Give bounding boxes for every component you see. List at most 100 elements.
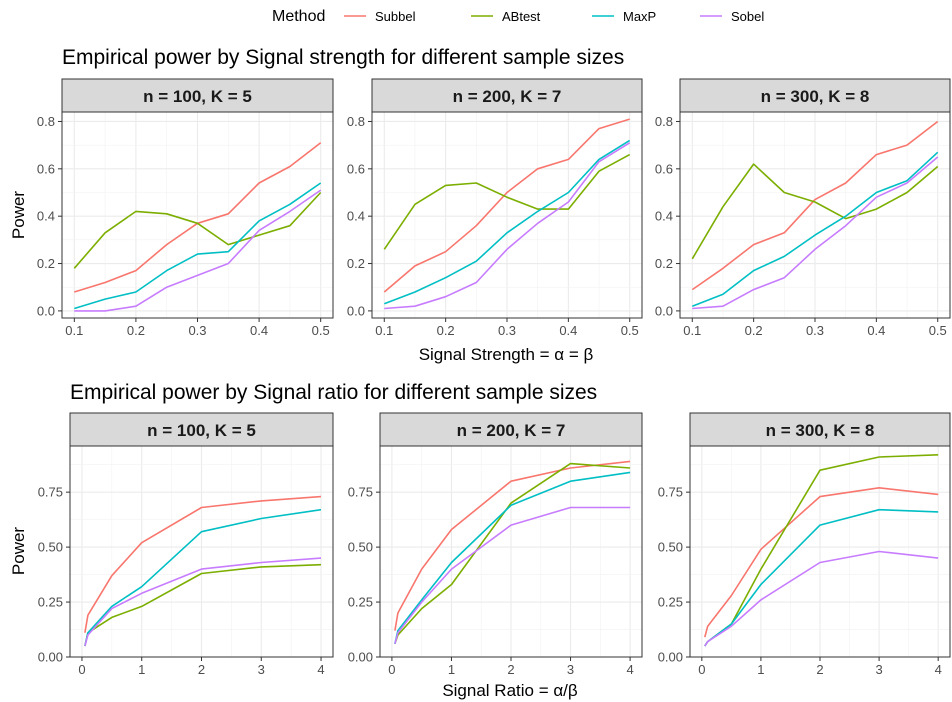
y-tick-label: 0.0 <box>37 303 55 318</box>
facet-label: n = 100, K = 5 <box>143 87 252 106</box>
y-tick-label: 0.2 <box>655 256 673 271</box>
panel-2: n = 200, K = 7 0.1 0.2 0.3 0.4 0.5 0.0 0.2 0.4 0.… <box>347 78 643 338</box>
y-tick-label: 0.4 <box>37 209 55 224</box>
series-line-maxp <box>74 182 322 310</box>
x-tick-label: 0 <box>388 662 395 677</box>
chart-1: Empirical power by Signal strength for d… <box>9 46 951 364</box>
x-tick-label: 2 <box>507 662 514 677</box>
x-axis-title: Signal Ratio = α/β <box>442 681 578 700</box>
x-tick-label: 0.5 <box>312 323 330 338</box>
x-tick-label: 0.2 <box>745 323 763 338</box>
x-tick-label: 4 <box>935 662 942 677</box>
chart-title: Empirical power by Signal ratio for diff… <box>70 381 597 404</box>
y-tick-label: 0.6 <box>37 161 55 176</box>
series-line-abtest <box>704 454 939 647</box>
panel-1: n = 100, K = 5 0.1 0.2 0.3 0.4 0.5 0.0 0.2 0.4 0.… <box>37 78 334 338</box>
x-tick-label: 0.3 <box>188 323 206 338</box>
y-tick-label: 0.00 <box>38 650 63 665</box>
x-tick-label: 0.4 <box>559 323 577 338</box>
y-tick-label: 0.8 <box>37 114 55 129</box>
series-line-maxp <box>84 508 322 647</box>
series-line-sobel <box>692 156 939 310</box>
gridlines <box>372 112 642 318</box>
series-group <box>704 454 939 647</box>
x-tick-label: 0.4 <box>867 323 885 338</box>
facet-strip <box>61 78 334 113</box>
y-tick-label: 0.8 <box>655 114 673 129</box>
x-tick-label: 3 <box>567 662 574 677</box>
gridlines <box>380 446 642 657</box>
legend-label-abtest: ABtest <box>502 9 541 24</box>
y-tick-label: 0.00 <box>658 650 683 665</box>
y-tick-label: 0.50 <box>348 540 373 555</box>
x-tick-label: 0.1 <box>65 323 83 338</box>
y-tick-label: 0.25 <box>348 595 373 610</box>
y-tick-label: 0.50 <box>38 540 63 555</box>
charts: Empirical power by Signal strength for d… <box>9 46 951 700</box>
series-line-subbel <box>383 118 630 293</box>
facet-label: n = 300, K = 8 <box>761 87 870 106</box>
x-tick-label: 1 <box>138 662 145 677</box>
y-tick-label: 0.0 <box>655 303 673 318</box>
y-tick-label: 0.75 <box>348 485 373 500</box>
series-line-sobel <box>394 506 631 645</box>
series-line-sobel <box>74 189 322 312</box>
y-tick-label: 0.50 <box>658 540 683 555</box>
series-line-sobel <box>384 142 631 310</box>
y-tick-label: 0.4 <box>347 209 365 224</box>
gridlines <box>690 446 950 657</box>
legend-label-sobel: Sobel <box>731 9 764 24</box>
y-tick-label: 0.8 <box>347 114 365 129</box>
series-line-maxp <box>704 508 939 647</box>
series-line-abtest <box>84 563 322 647</box>
series-line-subbel <box>691 120 939 291</box>
y-tick-label: 0.0 <box>347 303 365 318</box>
series-line-sobel <box>84 557 322 647</box>
panel-3: n = 300, K = 8 0 1 2 3 4 0.00 0.25 0.50 0.75 <box>658 412 951 677</box>
gridlines <box>680 112 950 318</box>
y-tick-label: 0.2 <box>37 256 55 271</box>
y-tick-label: 0.6 <box>347 161 365 176</box>
series-line-sobel <box>704 550 939 647</box>
series-line-maxp <box>394 471 631 644</box>
facet-label: n = 200, K = 7 <box>453 87 562 106</box>
legend-label-subbel: Subbel <box>375 9 416 24</box>
series-group <box>394 460 631 645</box>
x-tick-label: 0 <box>78 662 85 677</box>
series-line-maxp <box>384 139 631 305</box>
x-tick-label: 0.5 <box>621 323 639 338</box>
y-tick-label: 0.00 <box>348 650 373 665</box>
legend: Method Subbel ABtest MaxP Sobel <box>272 8 764 25</box>
y-tick-label: 0.75 <box>658 485 683 500</box>
chart-2: Empirical power by Signal ratio for diff… <box>9 381 951 700</box>
x-tick-label: 4 <box>317 662 324 677</box>
x-tick-label: 2 <box>198 662 205 677</box>
panel-2: n = 200, K = 7 0 1 2 3 4 0.00 0.25 0.50 0.75 <box>348 412 643 677</box>
series-line-abtest <box>383 153 631 250</box>
legend-label-maxp: MaxP <box>623 9 656 24</box>
series-line-abtest <box>73 191 322 269</box>
x-tick-label: 3 <box>258 662 265 677</box>
series-group <box>691 120 939 310</box>
series-group <box>73 142 322 312</box>
series-line-subbel <box>704 486 939 638</box>
x-tick-label: 0.3 <box>498 323 516 338</box>
y-axis-title: Power <box>9 191 28 240</box>
y-axis-title: Power <box>9 527 28 576</box>
chart-title: Empirical power by Signal strength for d… <box>62 46 624 69</box>
x-tick-label: 1 <box>448 662 455 677</box>
x-tick-label: 4 <box>626 662 633 677</box>
y-tick-label: 0.25 <box>658 595 683 610</box>
series-line-abtest <box>691 163 939 260</box>
y-tick-label: 0.2 <box>347 256 365 271</box>
x-tick-label: 2 <box>816 662 823 677</box>
x-axis-title: Signal Strength = α = β <box>419 345 594 364</box>
legend-title: Method <box>272 8 325 25</box>
y-tick-label: 0.25 <box>38 595 63 610</box>
x-tick-label: 0.1 <box>375 323 393 338</box>
facet-label: n = 200, K = 7 <box>457 421 566 440</box>
x-tick-label: 0.4 <box>250 323 268 338</box>
x-tick-label: 0.2 <box>127 323 145 338</box>
facet-label: n = 100, K = 5 <box>147 421 256 440</box>
gridlines <box>62 112 333 318</box>
